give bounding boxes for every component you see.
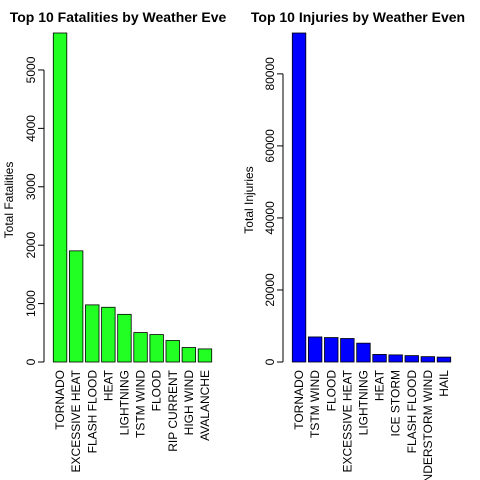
injuries-category-label: ICE STORM (389, 370, 403, 436)
fatalities-bar-lightning (117, 313, 132, 363)
fatalities-bar-heat (101, 306, 116, 363)
injuries-y-tick-label: 40000 (263, 201, 277, 235)
injuries-category-label: FLASH FLOOD (405, 370, 419, 454)
injuries-bars (291, 32, 452, 363)
injuries-y-tick-label: 20000 (263, 273, 277, 307)
injuries-y-tick-label: 60000 (263, 129, 277, 163)
fatalities-category-label: TSTM WIND (134, 370, 148, 438)
injuries-bar-flash-flood (404, 355, 419, 363)
fatalities-y-tick-label: 0 (24, 358, 38, 365)
fatalities-bar-excessive-heat (68, 250, 84, 363)
injuries-bar-tstm-wind (307, 336, 323, 363)
fatalities-category-label: FLASH FLOOD (85, 370, 99, 454)
injuries-bar-tornado (291, 32, 307, 363)
injuries-category-label: THUNDERSTORM WIND (421, 370, 435, 480)
fatalities-chart-title: Top 10 Fatalities by Weather Eve (10, 9, 227, 25)
fatalities-bar-tstm-wind (133, 332, 148, 363)
fatalities-category-label: RIP CURRENT (166, 369, 180, 451)
injuries-category-label: LIGHTNING (356, 370, 370, 435)
fatalities-bar-high-wind (181, 347, 197, 363)
injuries-category-label: HAIL (437, 370, 451, 397)
injuries-y-axis: 0 20000 40000 60000 80000 (263, 57, 284, 365)
fatalities-bar-flood (149, 334, 164, 363)
injuries-category-label: EXCESSIVE HEAT (340, 369, 354, 472)
fatalities-bar-flash-flood (85, 304, 100, 363)
injuries-bar-lightning (356, 342, 371, 363)
fatalities-bar-rip-current (165, 340, 180, 363)
fatalities-y-axis-label: Total Fatalities (2, 162, 16, 239)
injuries-bar-heat (372, 354, 387, 363)
injuries-category-label: FLOOD (324, 370, 338, 412)
fatalities-category-label: HEAT (101, 369, 115, 401)
injuries-y-tick-label: 80000 (263, 57, 277, 91)
fatalities-y-tick-label: 3000 (24, 173, 38, 200)
fatalities-category-label: LIGHTNING (117, 370, 131, 435)
fatalities-bar-avalanche (197, 348, 213, 363)
injuries-y-axis-label: Total Injuries (242, 166, 256, 233)
fatalities-category-label: FLOOD (150, 370, 164, 412)
fatalities-y-tick-label: 4000 (24, 115, 38, 142)
injuries-bar-ice-storm (388, 354, 403, 363)
injuries-bar-hail (436, 356, 452, 363)
fatalities-y-tick-label: 1000 (24, 290, 38, 317)
injuries-bar-thunderstorm-wind (420, 356, 436, 363)
injuries-category-label: HEAT (373, 369, 387, 401)
injuries-category-label: TSTM WIND (308, 370, 322, 438)
fatalities-bar-tornado (52, 32, 68, 363)
fatalities-category-label: AVALANCHE (198, 370, 212, 441)
fatalities-y-tick-label: 5000 (24, 56, 38, 83)
injuries-y-tick-label: 0 (263, 358, 277, 365)
injuries-bar-excessive-heat (340, 338, 355, 363)
fatalities-category-label: TORNADO (53, 370, 67, 430)
injuries-bar-flood (324, 337, 339, 363)
fatalities-category-labels: TORNADO EXCESSIVE HEAT FLASH FLOOD HEAT LIGH… (53, 369, 212, 472)
fatalities-y-tick-label: 2000 (24, 232, 38, 259)
injuries-category-labels: TORNADO TSTM WIND FLOOD EXCESSIVE HEAT LIGHT… (292, 369, 451, 480)
fatalities-chart: Top 10 Fatalities by Weather Eve Total F… (2, 9, 226, 472)
injuries-chart: Top 10 Injuries by Weather Even Total In… (242, 9, 465, 480)
fatalities-category-label: HIGH WIND (182, 370, 196, 436)
fatalities-bars (52, 32, 213, 363)
injuries-chart-title: Top 10 Injuries by Weather Even (251, 9, 465, 25)
fatalities-category-label: EXCESSIVE HEAT (69, 369, 83, 472)
fatalities-y-axis: 0 1000 2000 3000 4000 5000 (24, 56, 45, 365)
injuries-category-label: TORNADO (292, 370, 306, 430)
